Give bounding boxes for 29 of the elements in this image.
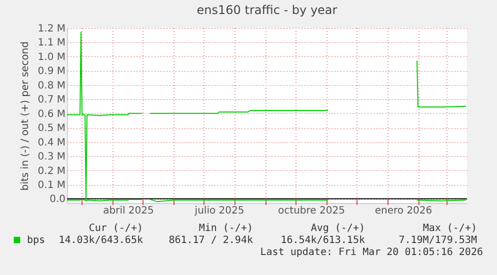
y-axis-title: bits in (-) / out (+) per second [20, 41, 31, 191]
text: Cur (-/+) [88, 223, 143, 234]
y-tick-label: 1.2 M [38, 24, 66, 34]
y-tick-label: 0.5 M [38, 123, 66, 134]
text: Max (-/+) [422, 223, 477, 234]
text: 7.19M/179.53M [398, 235, 477, 246]
text: 14.03k/643.65k [58, 235, 143, 246]
x-tick-label: enero 2026 [374, 206, 432, 216]
x-tick-label: octubre 2025 [278, 206, 345, 216]
y-tick-label: 0.3 M [38, 152, 66, 163]
text: Min (-/+) [198, 223, 253, 234]
y-tick-label: 1.1 M [38, 38, 66, 49]
text: 16.54k/613.15k [280, 235, 365, 246]
x-tick-label: abril 2025 [103, 206, 154, 216]
legend-label: bps [27, 235, 46, 246]
text: Last update: Fri Mar 20 01:05:16 2026 [260, 247, 483, 258]
chart-title: ens160 traffic - by year [196, 3, 338, 17]
y-tick-label: 1.0 M [38, 52, 66, 63]
y-tick-label: 0.9 M [38, 66, 66, 78]
y-tick-label: 0.0 [50, 194, 66, 206]
y-tick-label: 0.2 M [38, 166, 66, 177]
x-tick-label: julio 2025 [194, 206, 244, 216]
y-tick-label: 0.4 M [38, 137, 66, 148]
text: Avg (-/+) [310, 223, 365, 234]
y-tick-label: 0.1 M [38, 180, 66, 192]
y-tick-label: 0.6 M [38, 108, 66, 120]
y-tick-label: 0.7 M [38, 94, 66, 106]
y-tick-label: 0.8 M [38, 80, 66, 92]
text: 861.17 / 2.94k [168, 235, 253, 246]
